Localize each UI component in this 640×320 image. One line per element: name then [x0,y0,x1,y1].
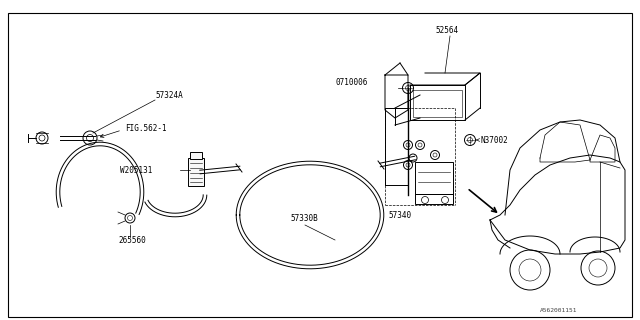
Text: 57324A: 57324A [155,91,183,100]
Text: 52564: 52564 [435,26,458,35]
Text: W205131: W205131 [120,165,152,174]
Bar [415,162,453,194]
Bar [188,158,204,186]
Text: N37002: N37002 [480,135,508,145]
Bar [190,152,202,159]
Text: 57330B: 57330B [290,213,317,222]
Text: 57340: 57340 [388,211,411,220]
Text: FIG.562-1: FIG.562-1 [125,124,166,132]
Text: 265560: 265560 [118,236,146,244]
Text: 0710006: 0710006 [335,77,367,86]
Text: A562001151: A562001151 [540,308,577,313]
Bar [415,194,453,204]
